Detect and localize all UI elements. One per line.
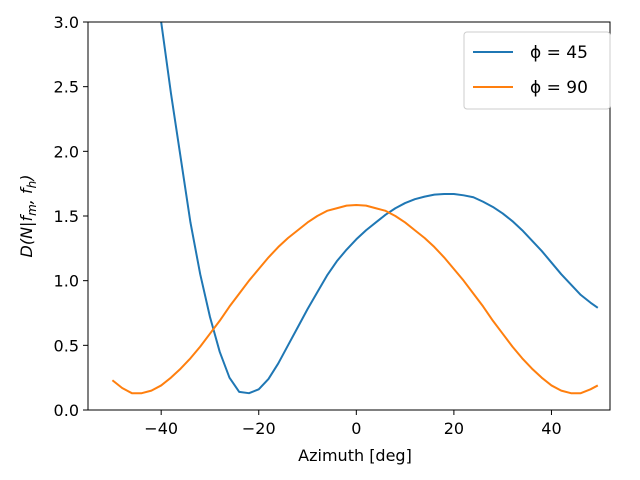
y-axis-label-mid: , f [17,186,36,204]
legend-label-phi-90: ϕ = 90 [530,78,588,98]
y-axis-label: D(N|fm, fh) [17,175,39,258]
y-tick-label: 1.0 [54,272,79,291]
y-tick-label: 0.0 [54,401,79,420]
series-line-1 [111,204,599,395]
legend-label-phi-45: ϕ = 45 [530,43,588,63]
y-tick-label: 1.5 [54,207,79,226]
x-tick-label: 0 [351,419,361,438]
series-layer [111,22,599,395]
y-axis: 0.0 0.5 1.0 1.5 2.0 2.5 3.0 [54,13,88,420]
x-tick-label: −20 [242,419,276,438]
x-axis-label: Azimuth [deg] [298,446,412,465]
x-tick-label: 40 [541,419,561,438]
x-axis: −40 −20 0 20 40 [144,410,562,438]
x-tick-label: 20 [444,419,464,438]
y-tick-label: 2.5 [54,78,79,97]
y-tick-label: 3.0 [54,13,79,32]
x-tick-label: −40 [144,419,178,438]
y-axis-label-pre: D(N|f [17,214,36,258]
series-line-0 [160,22,599,395]
y-axis-label-sub1: m [25,204,39,216]
y-axis-label-sub2: h [25,181,39,189]
y-axis-label-post: ) [17,175,36,182]
legend: ϕ = 45 ϕ = 90 [463,31,611,110]
y-tick-label: 2.0 [54,142,79,161]
y-tick-label: 0.5 [54,336,79,355]
